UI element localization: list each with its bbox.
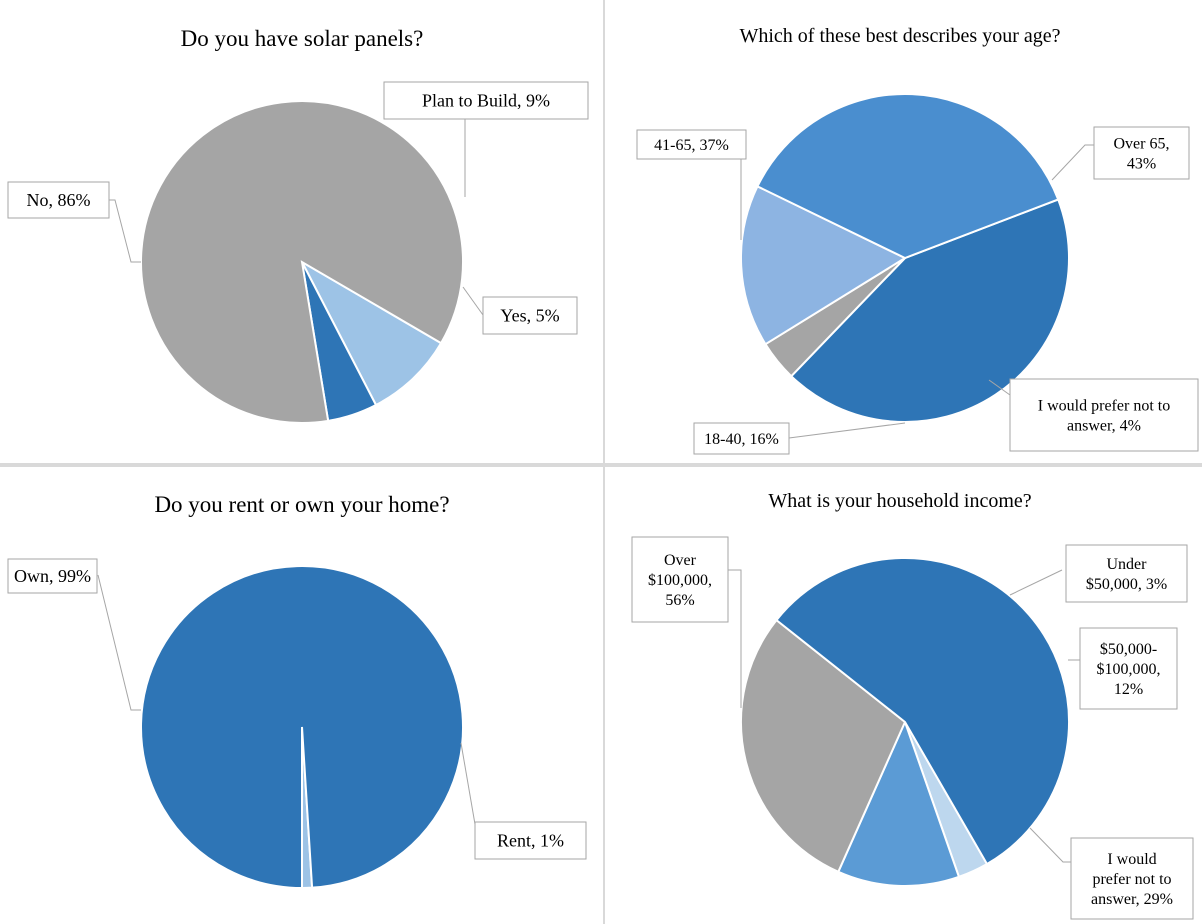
data-label-box <box>1079 627 1178 710</box>
pie-slice <box>299 259 443 407</box>
chart-title: What is your household income? <box>768 490 1031 512</box>
data-label-box <box>482 296 578 335</box>
pie-chart-3: Do you rent or own your home? Rent, 1% Own… <box>7 492 587 890</box>
leader-line <box>462 286 484 316</box>
data-label: Own, 99% <box>14 566 91 586</box>
leader-line <box>1009 569 1063 596</box>
leader-line <box>460 742 477 831</box>
data-label-box <box>1070 837 1194 920</box>
data-label-box <box>474 821 587 860</box>
pie-chart-4: What is your household income? Under $50,0… <box>631 490 1194 920</box>
chart-title: Which of these best describes your age? <box>740 25 1061 47</box>
leader-line <box>109 199 141 263</box>
data-label-box <box>631 536 729 623</box>
data-label-box <box>7 558 98 594</box>
data-label: I would prefer not to answer, 4% <box>1038 398 1170 435</box>
data-label: Over 65, 43% <box>1114 136 1170 173</box>
data-label: I would prefer not to answer, 29% <box>1091 851 1173 908</box>
data-label: 41-65, 37% <box>654 137 729 154</box>
pie-slice <box>789 198 1070 423</box>
pie-slice <box>775 557 1070 866</box>
data-label: Rent, 1% <box>497 831 564 851</box>
leader-line <box>97 574 141 711</box>
chart-title: Do you rent or own your home? <box>154 492 449 517</box>
pie-slice <box>740 618 907 874</box>
pie-slice <box>139 565 464 890</box>
data-label-box <box>1065 544 1188 603</box>
data-label-box <box>636 129 747 160</box>
leader-line <box>1029 827 1071 863</box>
data-label-box <box>693 422 790 455</box>
pie-chart-1: Do you have solar panels? Plan to Build, … <box>7 26 589 424</box>
leader-line <box>988 379 1011 396</box>
data-label: Under $50,000, 3% <box>1086 556 1167 593</box>
pie-slice <box>140 100 464 424</box>
data-label: No, 86% <box>27 190 91 210</box>
pie-slice <box>756 93 1060 260</box>
data-label: $50,000-$100,000, 12% <box>1097 641 1161 698</box>
leader-line <box>728 569 742 708</box>
leader-line <box>788 422 906 439</box>
data-label-box <box>1093 126 1190 180</box>
data-label: 18-40, 16% <box>704 431 779 448</box>
data-label-box <box>383 81 589 120</box>
pie-slice <box>740 185 908 346</box>
chart-title: Do you have solar panels? <box>181 26 424 51</box>
pie-slice <box>836 719 961 887</box>
pie-chart-2: Which of these best describes your age? O… <box>636 25 1199 455</box>
data-label-box <box>7 181 110 219</box>
data-label: Yes, 5% <box>500 306 559 326</box>
data-label: Over $100,000, 56% <box>648 552 712 609</box>
data-label-box <box>1009 378 1199 452</box>
data-label: Plan to Build, 9% <box>422 91 550 111</box>
leader-line <box>1051 144 1094 181</box>
